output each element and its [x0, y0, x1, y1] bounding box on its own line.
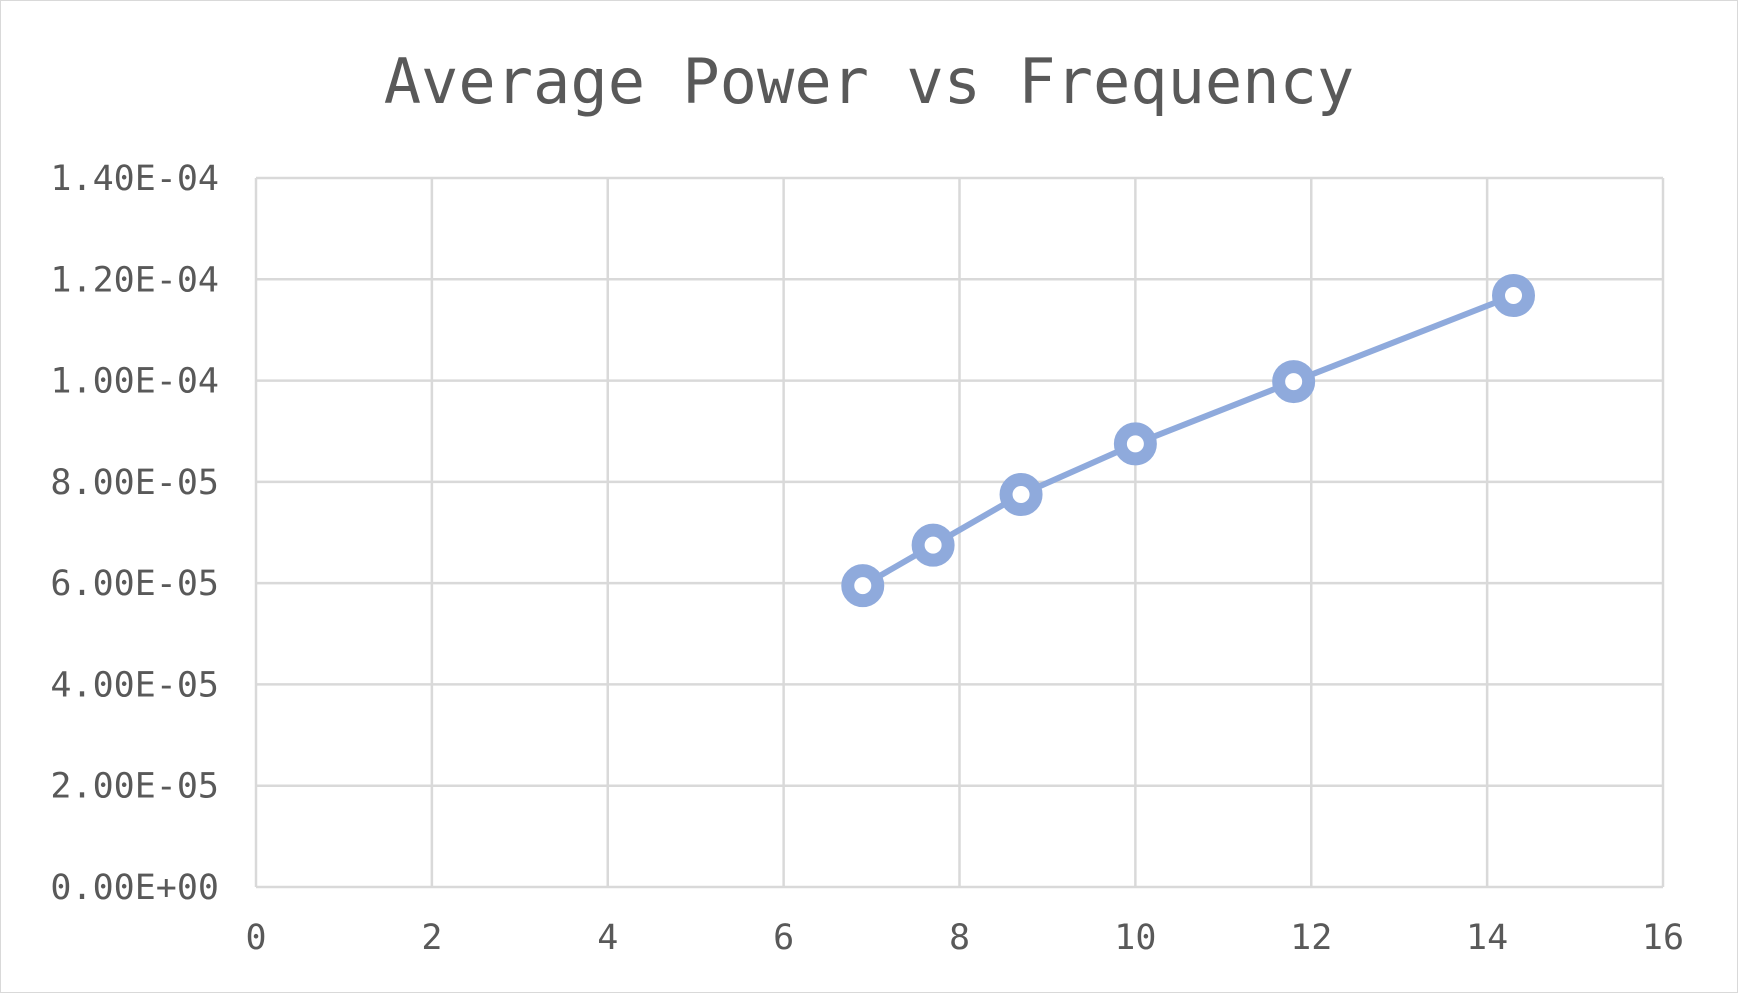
- data-point: [841, 564, 885, 608]
- y-tick-label: 4.00E-05: [50, 665, 219, 705]
- chart-title: Average Power vs Frequency: [384, 45, 1355, 118]
- data-point: [911, 523, 955, 567]
- y-tick-label: 2.00E-05: [50, 767, 219, 807]
- x-tick-label: 12: [1290, 918, 1332, 958]
- data-series: [841, 273, 1536, 608]
- data-point: [1492, 273, 1536, 317]
- x-tick-label: 4: [597, 918, 618, 958]
- data-point: [1272, 360, 1316, 404]
- x-axis-tick-labels: 0 2 4 6 8 10 12 14 16: [245, 918, 1684, 958]
- x-tick-label: 0: [245, 918, 266, 958]
- y-tick-label: 0.00E+00: [50, 868, 219, 908]
- y-tick-label: 1.40E-04: [50, 159, 219, 199]
- x-tick-label: 8: [949, 918, 970, 958]
- x-tick-label: 2: [421, 918, 442, 958]
- x-tick-label: 14: [1466, 918, 1508, 958]
- data-point: [999, 473, 1043, 517]
- y-tick-label: 1.20E-04: [50, 260, 219, 300]
- y-tick-label: 6.00E-05: [50, 564, 219, 604]
- data-point: [1113, 422, 1157, 466]
- x-tick-label: 6: [773, 918, 794, 958]
- y-axis-tick-labels: 0.00E+00 2.00E-05 4.00E-05 6.00E-05 8.00E-05…: [50, 159, 219, 908]
- y-tick-label: 1.00E-04: [50, 362, 219, 402]
- x-tick-label: 16: [1642, 918, 1684, 958]
- gridlines: [254, 176, 1665, 889]
- x-tick-label: 10: [1114, 918, 1156, 958]
- y-tick-label: 8.00E-05: [50, 463, 219, 503]
